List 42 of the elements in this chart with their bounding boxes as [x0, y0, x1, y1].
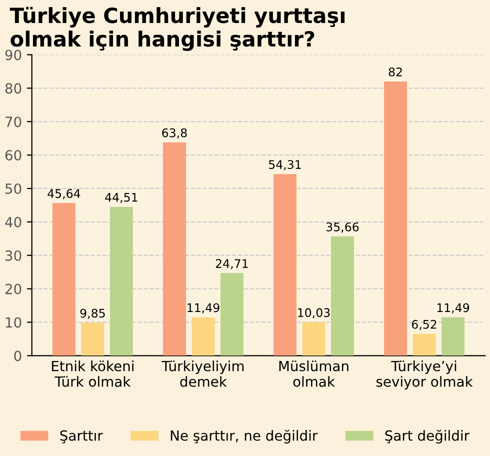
- y-tick-label: 20: [5, 284, 22, 294]
- data-label: 63,8: [162, 128, 187, 138]
- legend-label: Şarttır: [60, 430, 103, 444]
- legend-label: Şart değildir: [385, 430, 470, 444]
- bar: [81, 322, 104, 356]
- bar: [302, 322, 326, 356]
- y-tick-label: 10: [6, 317, 22, 328]
- bar: [330, 236, 354, 356]
- data-label: 10,03: [298, 308, 330, 318]
- data-label: 9,85: [80, 308, 105, 319]
- data-label: 44,51: [105, 193, 138, 203]
- bar: [52, 203, 76, 356]
- legend-label: Ne şarttır, ne değildir: [170, 430, 318, 444]
- y-tick-label: 0: [14, 350, 22, 362]
- y-tick-label: 50: [6, 183, 22, 194]
- y-tick-label: 60: [5, 150, 22, 161]
- bar: [192, 317, 215, 356]
- data-label: 82: [388, 67, 402, 76]
- bar: [412, 334, 436, 356]
- data-label: 54,31: [269, 160, 301, 170]
- bar: [110, 206, 133, 356]
- y-tick-label: 70: [6, 116, 22, 128]
- bar: [162, 142, 186, 356]
- y-tick-label: 40: [5, 216, 22, 228]
- data-label: 11,49: [188, 303, 220, 314]
- data-label: 24,71: [216, 259, 248, 270]
- x-tick-label: Müslüman olmak: [279, 360, 348, 387]
- bar: [220, 273, 244, 356]
- y-tick-label: 90: [5, 50, 22, 60]
- x-tick-label: Etnik kökeni Türk olmak: [52, 360, 134, 387]
- data-label: 6,52: [412, 320, 436, 330]
- data-label: 35,66: [326, 222, 359, 233]
- data-label: 11,49: [437, 303, 470, 314]
- y-tick-label: 80: [5, 83, 22, 94]
- y-tick-label: 30: [6, 250, 22, 261]
- data-label: 45,64: [48, 189, 80, 200]
- chart-title: Türkiye Cumhuriyeti yurttaşı olmak için hangisi şarttır?: [10, 6, 345, 51]
- bar: [442, 317, 464, 356]
- x-tick-label: Türkiye’yi seviyor olmak: [376, 360, 473, 390]
- bar: [274, 174, 296, 356]
- bar: [384, 81, 408, 356]
- x-tick-label: Türkiyeliyim demek: [162, 360, 244, 387]
